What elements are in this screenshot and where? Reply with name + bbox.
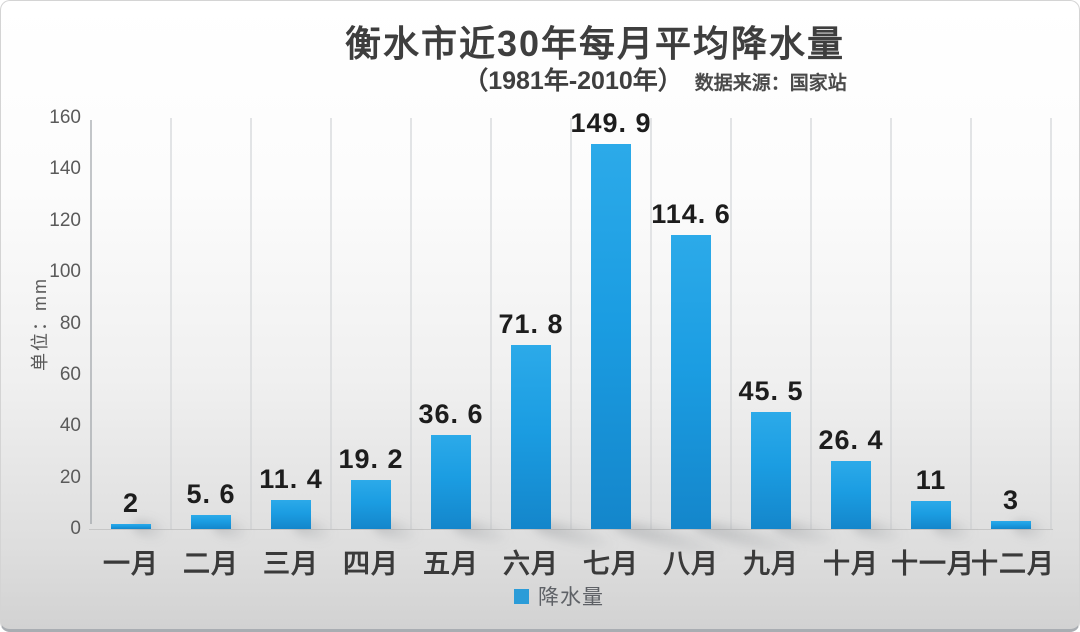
bar-value-label: 3 xyxy=(1002,485,1020,516)
bar xyxy=(751,412,791,529)
subtitle-source: 数据来源：国家站 xyxy=(694,73,847,94)
grid-line xyxy=(250,118,252,529)
plot-area: 2 5. 6 11. 4 19. 2 36. 6 71. 8 149. 9 114. 6 45.… xyxy=(89,108,1053,562)
bar xyxy=(671,234,711,529)
bar-value-label: 36. 6 xyxy=(418,398,484,429)
y-axis-tick-label: 40 xyxy=(59,415,81,437)
x-axis-label: 九月 xyxy=(743,549,799,579)
chart-subtitle: （1981年-2010年） 数据来源：国家站 xyxy=(231,61,1079,97)
x-axis-label: 八月 xyxy=(663,549,719,579)
bar-value-label: 5. 6 xyxy=(186,478,236,509)
bar-value-label: 149. 9 xyxy=(570,107,652,138)
x-axis-label: 十月 xyxy=(823,549,879,579)
grid-line xyxy=(730,118,732,529)
x-axis-label: 十二月 xyxy=(971,549,1055,579)
x-axis-label: 七月 xyxy=(583,549,639,579)
y-axis-tick-label: 100 xyxy=(49,261,81,283)
y-axis-tick-label: 80 xyxy=(59,312,81,334)
grid-line xyxy=(970,118,972,529)
bar-value-label: 19. 2 xyxy=(338,443,404,474)
bar-value-label: 2 xyxy=(122,487,140,518)
grid-line xyxy=(890,118,892,529)
bar-value-label: 11 xyxy=(915,464,947,495)
bar-value-label: 11. 4 xyxy=(259,463,323,494)
x-axis-line xyxy=(89,529,1053,530)
bar xyxy=(911,500,951,529)
y-axis-tick-label: 60 xyxy=(59,363,81,385)
bar xyxy=(991,521,1031,529)
bar xyxy=(831,461,871,529)
y-axis-tick-label: 160 xyxy=(49,107,81,128)
bar xyxy=(591,143,631,529)
bar xyxy=(511,344,551,529)
x-axis-label: 四月 xyxy=(343,549,399,579)
y-axis-line xyxy=(90,120,92,524)
x-axis-label: 十一月 xyxy=(891,549,975,579)
bar xyxy=(351,479,391,529)
grid-line xyxy=(570,118,572,529)
y-axis-tick-label: 120 xyxy=(49,209,81,231)
bar-value-label: 114. 6 xyxy=(651,198,731,229)
x-axis-label: 六月 xyxy=(503,549,559,579)
grid-line xyxy=(490,118,492,529)
bar-value-label: 71. 8 xyxy=(498,308,564,339)
bar xyxy=(431,435,471,529)
grid-line xyxy=(330,118,332,529)
grid-line xyxy=(170,118,172,529)
x-axis-label: 三月 xyxy=(263,549,319,579)
legend-label: 降水量 xyxy=(538,586,604,609)
x-axis-label: 二月 xyxy=(183,549,239,579)
grid-line xyxy=(410,118,412,529)
bar-value-label: 45. 5 xyxy=(738,376,804,407)
legend: 降水量 xyxy=(1,581,1079,611)
y-axis-tick-label: 140 xyxy=(49,158,81,180)
y-axis-tick-label: 0 xyxy=(70,518,81,539)
bar xyxy=(191,514,231,529)
bar xyxy=(111,523,151,529)
subtitle-period: （1981年-2010年） xyxy=(463,67,683,95)
bar-value-label: 26. 4 xyxy=(818,425,884,456)
y-axis-tick-label: 20 xyxy=(59,466,81,488)
x-axis-label: 五月 xyxy=(423,549,479,579)
grid-line xyxy=(650,118,652,529)
grid-line xyxy=(1050,118,1052,529)
grid-line xyxy=(810,118,812,529)
legend-swatch-icon xyxy=(514,588,529,604)
bar-shadow xyxy=(131,517,170,542)
x-axis-label: 一月 xyxy=(103,549,159,579)
chart-title: 衡水市近30年每月平均降水量 xyxy=(344,23,846,64)
bar xyxy=(271,499,311,529)
